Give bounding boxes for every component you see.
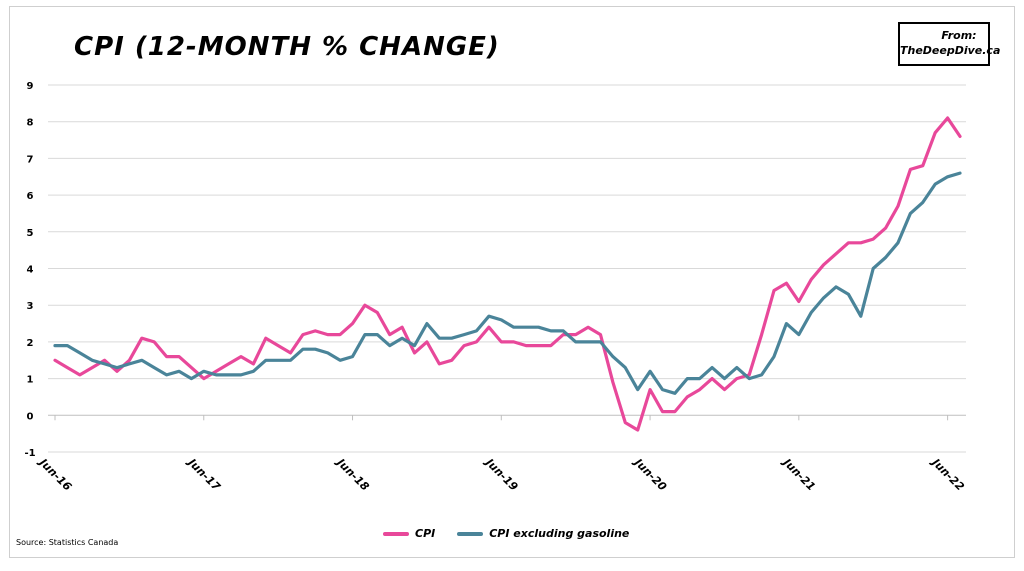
y-tick-label: 0: [27, 411, 34, 422]
x-tick-label: Jun-16: [35, 455, 74, 494]
chart-title: CPI (12-MONTH % CHANGE): [74, 32, 500, 62]
x-tick-label: Jun-21: [779, 455, 818, 494]
y-tick-label: 1: [27, 375, 34, 386]
chart-frame: [9, 6, 1015, 558]
y-tick-label: 9: [27, 81, 34, 92]
x-tick-label: Jun-18: [333, 455, 372, 494]
legend-label-cpi: CPI: [415, 527, 436, 540]
badge-from-label: From:: [941, 29, 977, 42]
y-tick-label: 5: [27, 228, 34, 239]
badge-site-label: TheDeepDive.ca: [900, 44, 1001, 57]
y-tick-label: 2: [27, 338, 34, 349]
source-badge: From: TheDeepDive.ca: [898, 22, 1001, 66]
x-tick-label: Jun-17: [184, 455, 223, 494]
legend-item-cpi: CPI: [383, 527, 435, 540]
y-tick-label: 3: [27, 301, 34, 312]
series-line-cpi: [53, 116, 962, 432]
legend-swatch-core: [457, 531, 484, 536]
y-tick-label: 7: [27, 154, 34, 165]
legend-swatch-cpi: [383, 531, 409, 536]
series-line-core: [53, 171, 962, 395]
x-tick-label: Jun-19: [482, 455, 521, 494]
y-tick-label: 8: [27, 118, 34, 129]
x-tick-label: Jun-20: [631, 455, 670, 494]
legend-label-core: CPI excluding gasoline: [489, 527, 630, 540]
x-tick-label: Jun-22: [928, 455, 967, 494]
y-tick-label: -1: [24, 448, 35, 459]
y-tick-label: 6: [27, 191, 34, 202]
source-note: Source: Statistics Canada: [16, 538, 119, 547]
y-tick-label: 4: [27, 265, 34, 276]
legend-item-core: CPI excluding gasoline: [457, 527, 629, 540]
chart-legend: CPI CPI excluding gasoline: [383, 527, 651, 540]
